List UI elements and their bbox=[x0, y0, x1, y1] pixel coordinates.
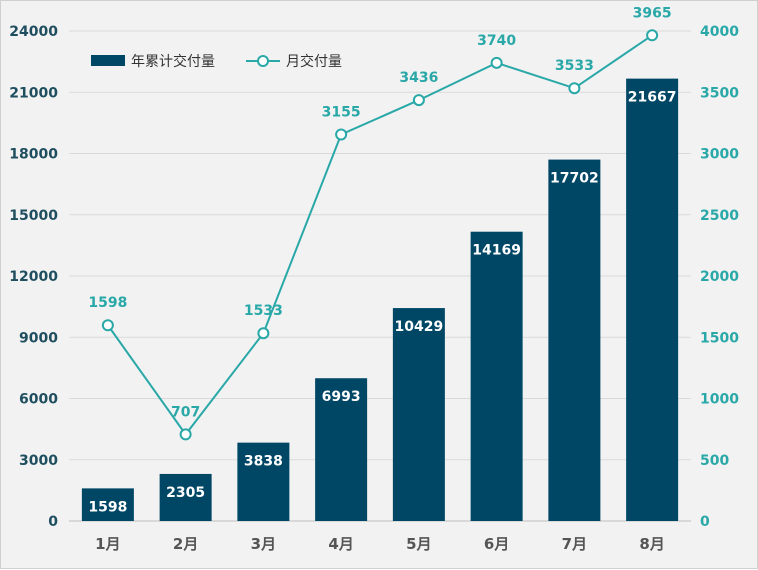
legend: 年累计交付量 月交付量 bbox=[91, 53, 342, 70]
bar-value-label: 10429 bbox=[395, 319, 444, 335]
right-tick-label: 4000 bbox=[700, 24, 739, 40]
x-axis: 1月 2月 3月 4月 5月 6月 7月 8月 bbox=[69, 520, 691, 553]
bar bbox=[237, 442, 290, 521]
line-point bbox=[257, 327, 270, 340]
bar bbox=[626, 78, 679, 521]
left-tick-label: 0 bbox=[48, 514, 58, 530]
left-tick-label: 18000 bbox=[9, 147, 58, 163]
left-tick-label: 15000 bbox=[9, 208, 58, 224]
right-tick-label: 3000 bbox=[700, 147, 739, 163]
left-tick-label: 21000 bbox=[9, 85, 58, 101]
bar-value-label: 6993 bbox=[322, 389, 361, 405]
line-point bbox=[412, 94, 425, 107]
line-point bbox=[335, 128, 348, 141]
line-path bbox=[107, 34, 653, 437]
line-value-label: 1598 bbox=[88, 295, 127, 311]
line-value-label: 3740 bbox=[477, 33, 516, 49]
right-tick-label: 2000 bbox=[700, 269, 739, 285]
line-point bbox=[568, 82, 581, 95]
right-tick-label: 3500 bbox=[700, 85, 739, 101]
line-value-label: 1533 bbox=[244, 303, 283, 319]
right-tick-label: 1500 bbox=[700, 330, 739, 346]
bar-value-label: 17702 bbox=[550, 171, 599, 187]
right-tick-label: 2500 bbox=[700, 208, 739, 224]
bar bbox=[470, 231, 523, 521]
line-point bbox=[646, 29, 659, 42]
legend-bar-swatch bbox=[91, 55, 125, 66]
legend-line-marker bbox=[257, 55, 269, 67]
bar-value-label: 2305 bbox=[166, 485, 205, 501]
x-tick-label: 4月 bbox=[328, 535, 353, 553]
line-value-label: 3965 bbox=[633, 5, 672, 21]
x-tick-label: 7月 bbox=[562, 535, 587, 553]
line-point bbox=[490, 56, 503, 69]
x-tick-label: 2月 bbox=[173, 535, 198, 553]
right-tick-label: 0 bbox=[700, 514, 710, 530]
left-tick-label: 24000 bbox=[9, 24, 58, 40]
x-tick-label: 5月 bbox=[406, 535, 431, 553]
legend-line-label: 月交付量 bbox=[286, 53, 342, 70]
line-series: 1598 707 1533 3155 3436 3740 3533 3965 bbox=[88, 5, 672, 441]
bar bbox=[315, 378, 368, 521]
left-tick-label: 3000 bbox=[19, 453, 58, 469]
x-tick-label: 8月 bbox=[639, 535, 664, 553]
left-tick-label: 6000 bbox=[19, 392, 58, 408]
line-value-label: 707 bbox=[171, 404, 200, 420]
right-y-axis: 0 500 1000 1500 2000 2500 3000 3500 4000 bbox=[700, 24, 739, 530]
bar bbox=[548, 159, 601, 521]
line-value-label: 3533 bbox=[555, 58, 594, 74]
line-value-label: 3436 bbox=[399, 70, 438, 86]
gridlines bbox=[69, 30, 691, 461]
x-tick-label: 6月 bbox=[484, 535, 509, 553]
bar-value-label: 1598 bbox=[88, 499, 127, 515]
bar-value-label: 14169 bbox=[472, 243, 521, 259]
x-tick-label: 3月 bbox=[251, 535, 276, 553]
line-value-label: 3155 bbox=[322, 105, 361, 121]
right-tick-label: 1000 bbox=[700, 392, 739, 408]
bar bbox=[159, 473, 212, 521]
bar bbox=[392, 308, 445, 521]
left-tick-label: 12000 bbox=[9, 269, 58, 285]
bar bbox=[81, 488, 134, 521]
left-y-axis: 0 3000 6000 9000 12000 15000 18000 21000 24000 bbox=[9, 24, 58, 530]
line-point bbox=[179, 428, 192, 441]
bar-value-label: 3838 bbox=[244, 454, 283, 470]
bar-series: 1598 2305 3838 6993 10429 14169 17702 21667 bbox=[81, 78, 679, 521]
left-tick-label: 9000 bbox=[19, 330, 58, 346]
legend-bar-label: 年累计交付量 bbox=[131, 53, 215, 70]
line-point bbox=[101, 319, 114, 332]
bar-value-label: 21667 bbox=[628, 90, 677, 106]
x-tick-label: 1月 bbox=[95, 535, 120, 553]
right-tick-label: 500 bbox=[700, 453, 729, 469]
